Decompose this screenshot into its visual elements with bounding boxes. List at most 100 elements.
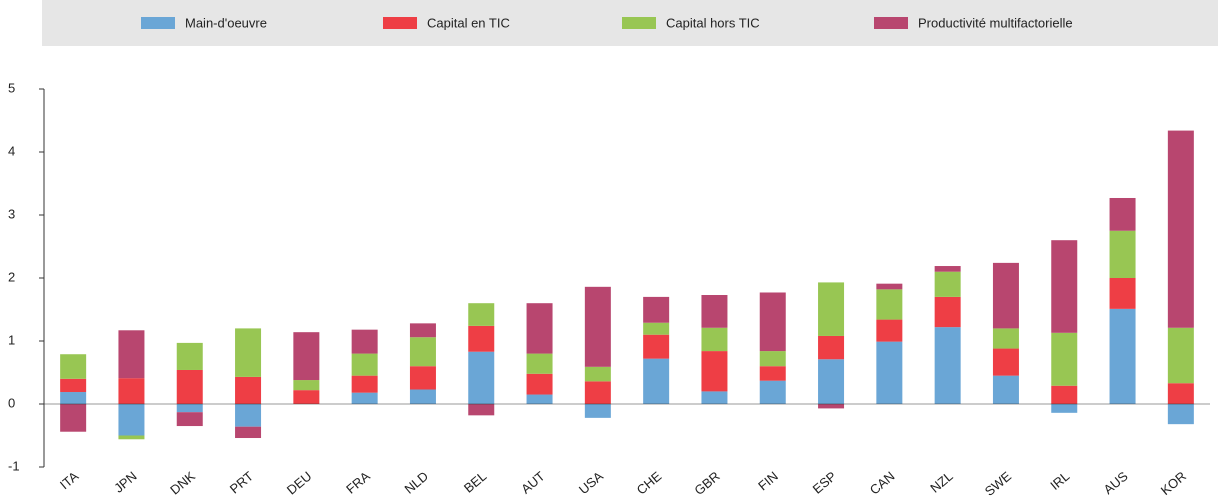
bar-segment <box>468 303 495 326</box>
bar-segment <box>992 262 1019 329</box>
bar-segment <box>351 353 378 376</box>
x-tick-label: BEL <box>461 468 489 495</box>
bar-segment <box>235 404 262 427</box>
bar-segment <box>759 380 786 404</box>
bar-segment <box>1109 230 1136 278</box>
bar-segment <box>1109 278 1136 309</box>
bar-segment <box>934 327 961 404</box>
bar-segment <box>118 378 145 404</box>
bar-segment <box>643 322 670 335</box>
x-tick-label: CHE <box>634 468 665 497</box>
bar-segment <box>818 404 845 409</box>
bar-segment <box>526 373 553 395</box>
x-tick-label: DEU <box>284 468 315 497</box>
bar-segment <box>759 366 786 381</box>
x-tick-label: SWE <box>982 468 1015 499</box>
bar-segment <box>293 390 320 404</box>
bar-segment <box>176 342 203 370</box>
bar-segment <box>1167 383 1194 404</box>
bar-segment <box>235 426 262 439</box>
bar-segment <box>176 404 203 413</box>
legend-label: Productivité multifactorielle <box>918 15 1073 30</box>
bar-segment <box>584 404 611 418</box>
bar-segment <box>759 351 786 367</box>
bar-segment <box>876 283 903 290</box>
bar-segment <box>701 351 728 392</box>
bar-segment <box>876 319 903 342</box>
y-tick-label: 5 <box>8 80 15 95</box>
legend-swatch <box>622 17 656 29</box>
x-tick-label: FRA <box>343 468 373 496</box>
bar-segment <box>818 282 845 336</box>
bar-segment <box>293 380 320 391</box>
y-tick-label: 2 <box>8 269 15 284</box>
bar-segment <box>60 392 87 404</box>
legend-swatch <box>141 17 175 29</box>
bar-segment <box>584 381 611 404</box>
bar-segment <box>934 266 961 272</box>
bar-segment <box>992 348 1019 376</box>
bar-segment <box>934 271 961 297</box>
bar-segment <box>176 412 203 427</box>
bar-segment <box>992 375 1019 404</box>
bar-segment <box>818 335 845 360</box>
bar-segment <box>468 404 495 416</box>
x-tick-label: JPN <box>111 468 139 495</box>
bar-segment <box>235 328 262 377</box>
legend-swatch <box>874 17 908 29</box>
bar-segment <box>60 404 87 432</box>
bar-segment <box>876 341 903 404</box>
y-tick-label: 1 <box>8 332 15 347</box>
bar-segment <box>934 296 961 328</box>
bar-segment <box>118 435 145 440</box>
bar-segment <box>118 330 145 379</box>
bar-segment <box>293 332 320 381</box>
x-tick-label: NZL <box>927 468 955 495</box>
y-tick-label: -1 <box>8 458 20 473</box>
legend-label: Capital hors TIC <box>666 15 760 30</box>
bar-segment <box>526 303 553 354</box>
bar-segment <box>992 328 1019 349</box>
x-tick-label: DNK <box>167 468 198 497</box>
bar-segment <box>818 359 845 404</box>
bar-segment <box>60 378 87 393</box>
bar-segment <box>351 392 378 404</box>
bar-segment <box>1167 130 1194 328</box>
bar-segment <box>409 389 436 404</box>
bar-segment <box>1051 332 1078 386</box>
x-tick-label: GBR <box>691 468 722 498</box>
bar-segment <box>118 404 145 436</box>
bar-segment <box>1051 385 1078 404</box>
bar-segment <box>759 292 786 352</box>
bar-segment <box>876 289 903 320</box>
x-tick-label: AUS <box>1101 468 1131 497</box>
x-tick-label: CAN <box>867 468 898 497</box>
bar-segment <box>60 354 87 379</box>
bar-segment <box>701 391 728 404</box>
x-tick-label: NLD <box>402 468 432 496</box>
bar-segment <box>643 296 670 323</box>
legend-swatch <box>383 17 417 29</box>
x-tick-label: AUT <box>518 468 548 496</box>
bar-segment <box>701 327 728 352</box>
bar-segment <box>1051 240 1078 333</box>
bar-segment <box>1109 308 1136 404</box>
x-tick-label: ITA <box>57 468 82 492</box>
x-tick-label: USA <box>576 468 606 497</box>
x-tick-label: KOR <box>1158 468 1189 498</box>
bar-segment <box>1109 197 1136 231</box>
bar-segment <box>409 337 436 367</box>
bar-segment <box>409 366 436 390</box>
bar-segment <box>526 394 553 404</box>
y-tick-label: 3 <box>8 206 15 221</box>
bar-segment <box>468 325 495 352</box>
bar-segment <box>1051 404 1078 413</box>
y-tick-label: 4 <box>8 143 15 158</box>
bar-segment <box>701 295 728 328</box>
x-tick-label: ESP <box>810 468 840 496</box>
bar-segment <box>584 286 611 367</box>
bar-segment <box>584 366 611 382</box>
bar-segment <box>643 334 670 359</box>
bar-segment <box>351 329 378 354</box>
